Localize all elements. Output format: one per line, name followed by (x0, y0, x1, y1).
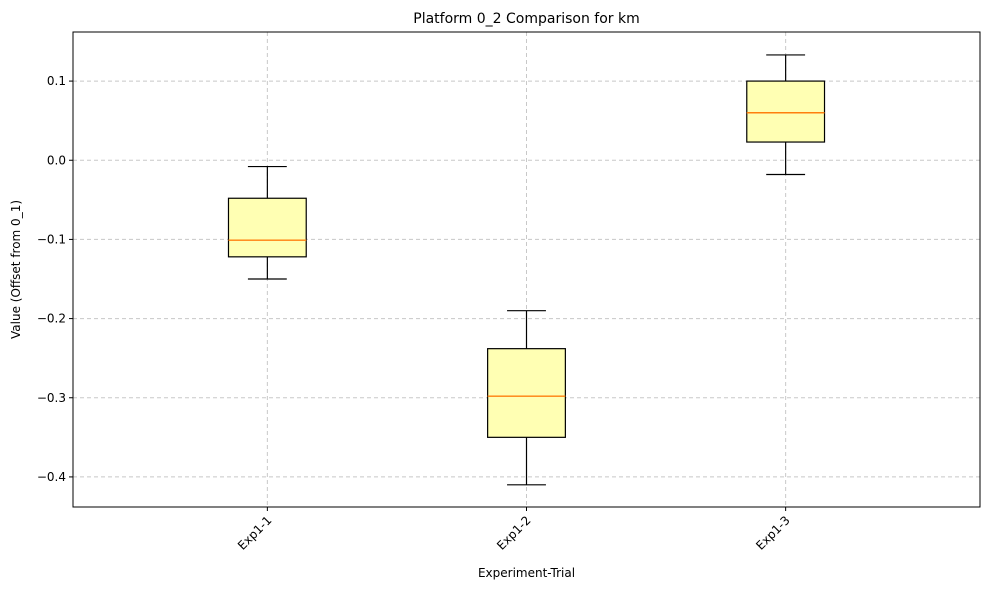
y-tick-label: −0.4 (37, 470, 66, 484)
y-tick-label: 0.1 (47, 74, 66, 88)
box-exp1-1 (227, 165, 307, 280)
box-exp1-2 (487, 310, 566, 486)
y-tick-label: −0.1 (37, 232, 66, 246)
iqr-box (746, 80, 826, 143)
y-tick-label: −0.3 (37, 391, 66, 405)
y-axis-label: Value (Offset from 0_1) (9, 200, 23, 339)
iqr-box (227, 197, 307, 258)
box-layer (227, 54, 826, 486)
chart-title: Platform 0_2 Comparison for km (413, 11, 639, 27)
y-tick-label: −0.2 (37, 312, 66, 326)
iqr-box (487, 348, 566, 438)
box-exp1-3 (746, 54, 826, 176)
x-axis-label: Experiment-Trial (478, 566, 575, 580)
y-tick-label: 0.0 (47, 153, 66, 167)
